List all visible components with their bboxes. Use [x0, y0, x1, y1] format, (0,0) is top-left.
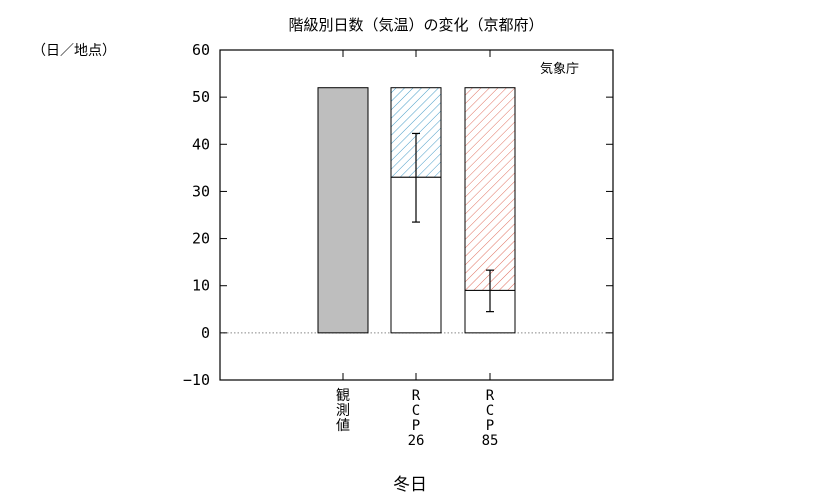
category-label: 観	[336, 387, 350, 404]
category-label: C	[486, 403, 494, 419]
category-label: R	[486, 388, 495, 404]
y-tick-label: −10	[183, 371, 210, 389]
category-label: P	[486, 418, 494, 434]
category-label: 26	[408, 433, 425, 449]
source-note: 気象庁	[540, 61, 579, 77]
chart-title: 階級別日数（気温）の変化（京都府）	[288, 16, 543, 34]
category-label: 測	[336, 403, 350, 419]
category-label: 値	[336, 418, 350, 434]
y-tick-label: 30	[192, 182, 210, 200]
y-tick-label: 40	[192, 135, 210, 153]
x-axis-label: 冬日	[393, 475, 427, 495]
y-tick-label: 0	[201, 324, 210, 342]
category-label: C	[412, 403, 420, 419]
category-label: P	[412, 418, 420, 434]
category-label: R	[412, 388, 421, 404]
y-unit-label: （日／地点）	[32, 43, 116, 59]
y-tick-label: 60	[192, 41, 210, 59]
y-tick-label: 20	[192, 230, 210, 248]
y-tick-label: 50	[192, 88, 210, 106]
bar-observed	[317, 87, 369, 334]
category-label: 85	[482, 433, 499, 449]
y-tick-label: 10	[192, 277, 210, 295]
bar-change-hatched	[464, 87, 516, 291]
